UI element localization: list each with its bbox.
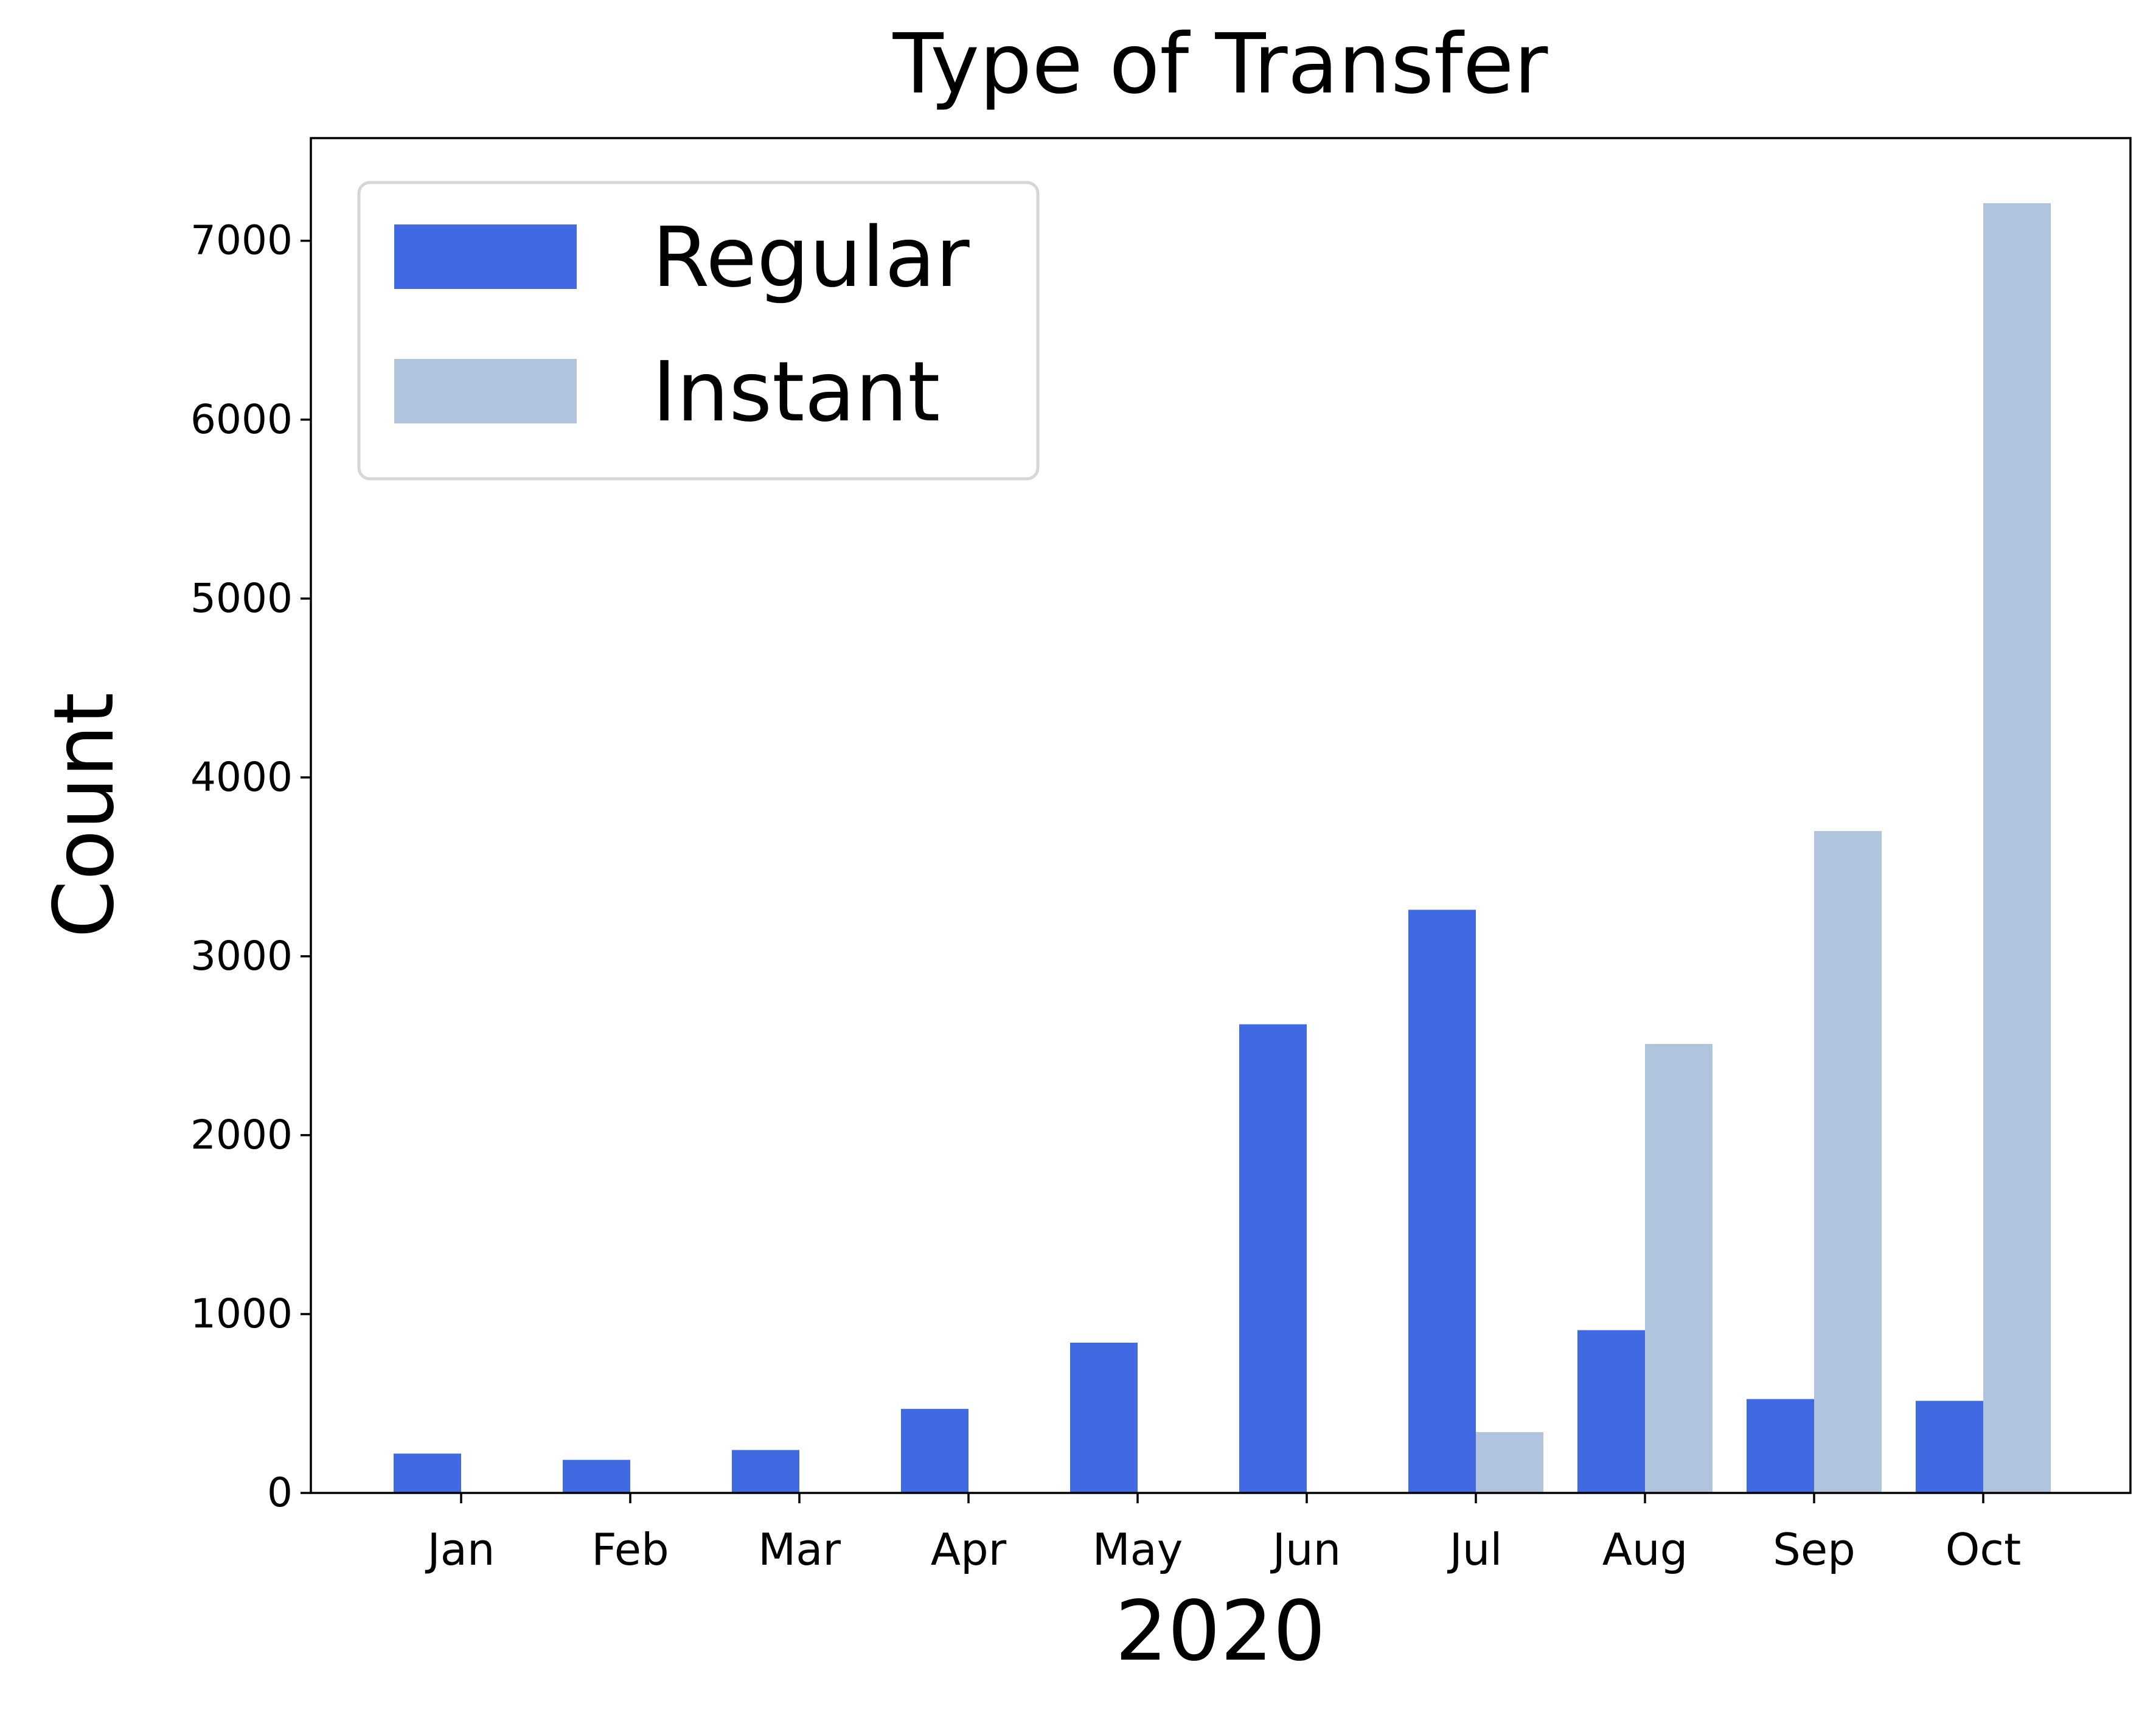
- legend-swatch-regular: [394, 224, 577, 289]
- y-axis-label: Count: [37, 692, 133, 938]
- y-tick-label: 4000: [190, 754, 293, 801]
- bar-regular-sep: [1747, 1399, 1814, 1493]
- plot-frame: [310, 137, 2132, 1494]
- y-tick-label: 1000: [190, 1290, 293, 1337]
- bar-regular-aug: [1577, 1330, 1645, 1493]
- x-tick-label-jun: Jun: [1270, 1524, 1341, 1575]
- x-tick-label-apr: Apr: [931, 1524, 1007, 1575]
- bar-regular-may: [1070, 1343, 1138, 1493]
- bar-instant-jul: [1476, 1432, 1543, 1493]
- y-tick-label: 5000: [190, 575, 293, 622]
- x-tick-label-may: May: [1093, 1524, 1183, 1575]
- chart-title: Type of Transfer: [892, 16, 1548, 113]
- bar-regular-jan: [394, 1453, 461, 1493]
- bar-instant-sep: [1814, 831, 1882, 1493]
- y-tick-label: 3000: [190, 933, 293, 979]
- x-tick-label-jan: Jan: [425, 1524, 495, 1575]
- bar-regular-oct: [1916, 1400, 1983, 1493]
- bar-regular-mar: [732, 1450, 799, 1493]
- legend-swatch-instant: [394, 359, 577, 423]
- bar-regular-jul: [1408, 910, 1476, 1493]
- x-tick-label-oct: Oct: [1946, 1524, 2022, 1575]
- legend: Regular Instant: [357, 181, 1040, 481]
- x-tick-label-jul: Jul: [1447, 1524, 1503, 1575]
- bar-regular-jun: [1239, 1024, 1307, 1493]
- y-tick-label: 2000: [190, 1111, 293, 1158]
- bar-regular-feb: [563, 1459, 630, 1493]
- x-axis-label: 2020: [1115, 1584, 1326, 1680]
- bar-regular-apr: [901, 1408, 968, 1493]
- x-tick-label-sep: Sep: [1773, 1524, 1855, 1575]
- x-tick-label-aug: Aug: [1602, 1524, 1688, 1575]
- y-axis: 0 1000 2000 3000 4000 5000 6000 7000: [190, 217, 311, 1516]
- bar-instant-aug: [1645, 1043, 1713, 1493]
- y-tick-label: 6000: [190, 396, 293, 443]
- legend-label-instant: Instant: [652, 344, 940, 440]
- x-tick-label-feb: Feb: [591, 1524, 669, 1575]
- legend-label-regular: Regular: [652, 210, 970, 306]
- x-axis: Jan Feb Mar Apr May Jun Jul Aug Sep Oct: [425, 1493, 2022, 1575]
- bars-layer: [394, 203, 2051, 1493]
- y-tick-label: 7000: [190, 217, 293, 264]
- x-tick-label-mar: Mar: [758, 1524, 841, 1575]
- y-tick-label: 0: [267, 1469, 293, 1516]
- bar-instant-oct: [1983, 203, 2051, 1493]
